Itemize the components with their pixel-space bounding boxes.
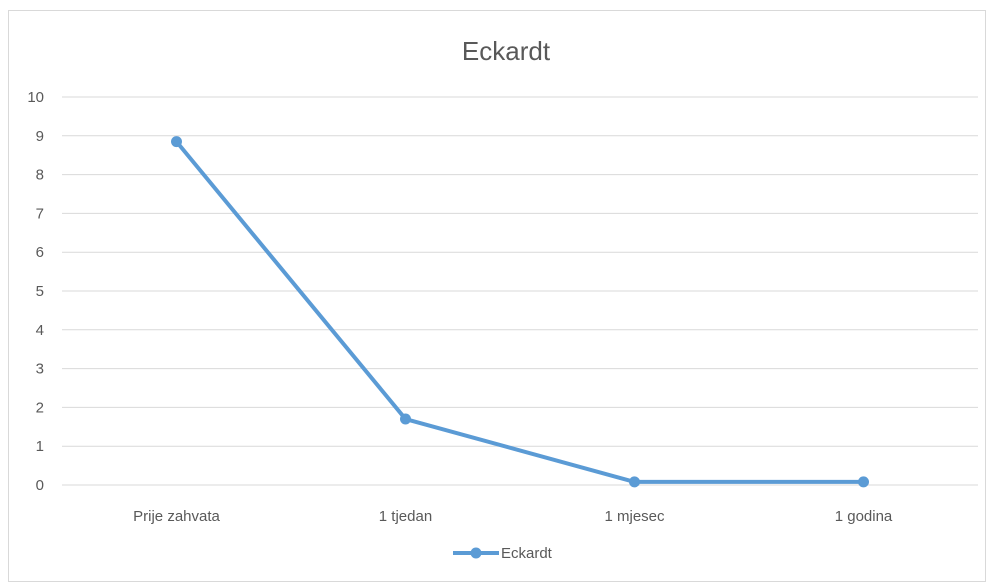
chart-frame [8, 10, 986, 582]
y-tick-label-1: 1 [36, 438, 44, 455]
y-tick-label-3: 3 [36, 361, 44, 378]
y-tick-label-9: 9 [36, 128, 44, 145]
gridlines [62, 96, 978, 486]
legend-marker [470, 547, 482, 559]
y-tick-label-2: 2 [36, 399, 44, 416]
y-tick-label-5: 5 [36, 283, 44, 300]
series-line-eckardt [174, 139, 866, 484]
series-group [171, 136, 869, 488]
y-axis-ticks: 0 1 2 3 4 5 6 7 8 9 10 [27, 89, 44, 494]
y-tick-label-4: 4 [36, 322, 44, 339]
y-tick-label-10: 10 [27, 89, 44, 106]
x-axis-ticks: Prije zahvata 1 tjedan 1 mjesec 1 godina [133, 508, 893, 525]
x-tick-label-3: 1 mjesec [604, 508, 665, 525]
x-tick-label-2: 1 tjedan [379, 508, 432, 525]
data-point-3 [629, 476, 640, 488]
y-tick-label-0: 0 [36, 477, 44, 494]
x-tick-label-1: Prije zahvata [133, 508, 220, 525]
x-tick-label-4: 1 godina [835, 508, 893, 525]
y-tick-label-8: 8 [36, 167, 44, 184]
data-point-4 [858, 476, 869, 488]
y-tick-label-6: 6 [36, 244, 44, 261]
legend-label: Eckardt [501, 545, 553, 562]
data-point-2 [400, 413, 411, 425]
y-tick-label-7: 7 [36, 205, 44, 222]
data-point-1 [171, 136, 182, 148]
chart-title: Eckardt [462, 36, 551, 66]
legend: Eckardt [453, 545, 553, 562]
